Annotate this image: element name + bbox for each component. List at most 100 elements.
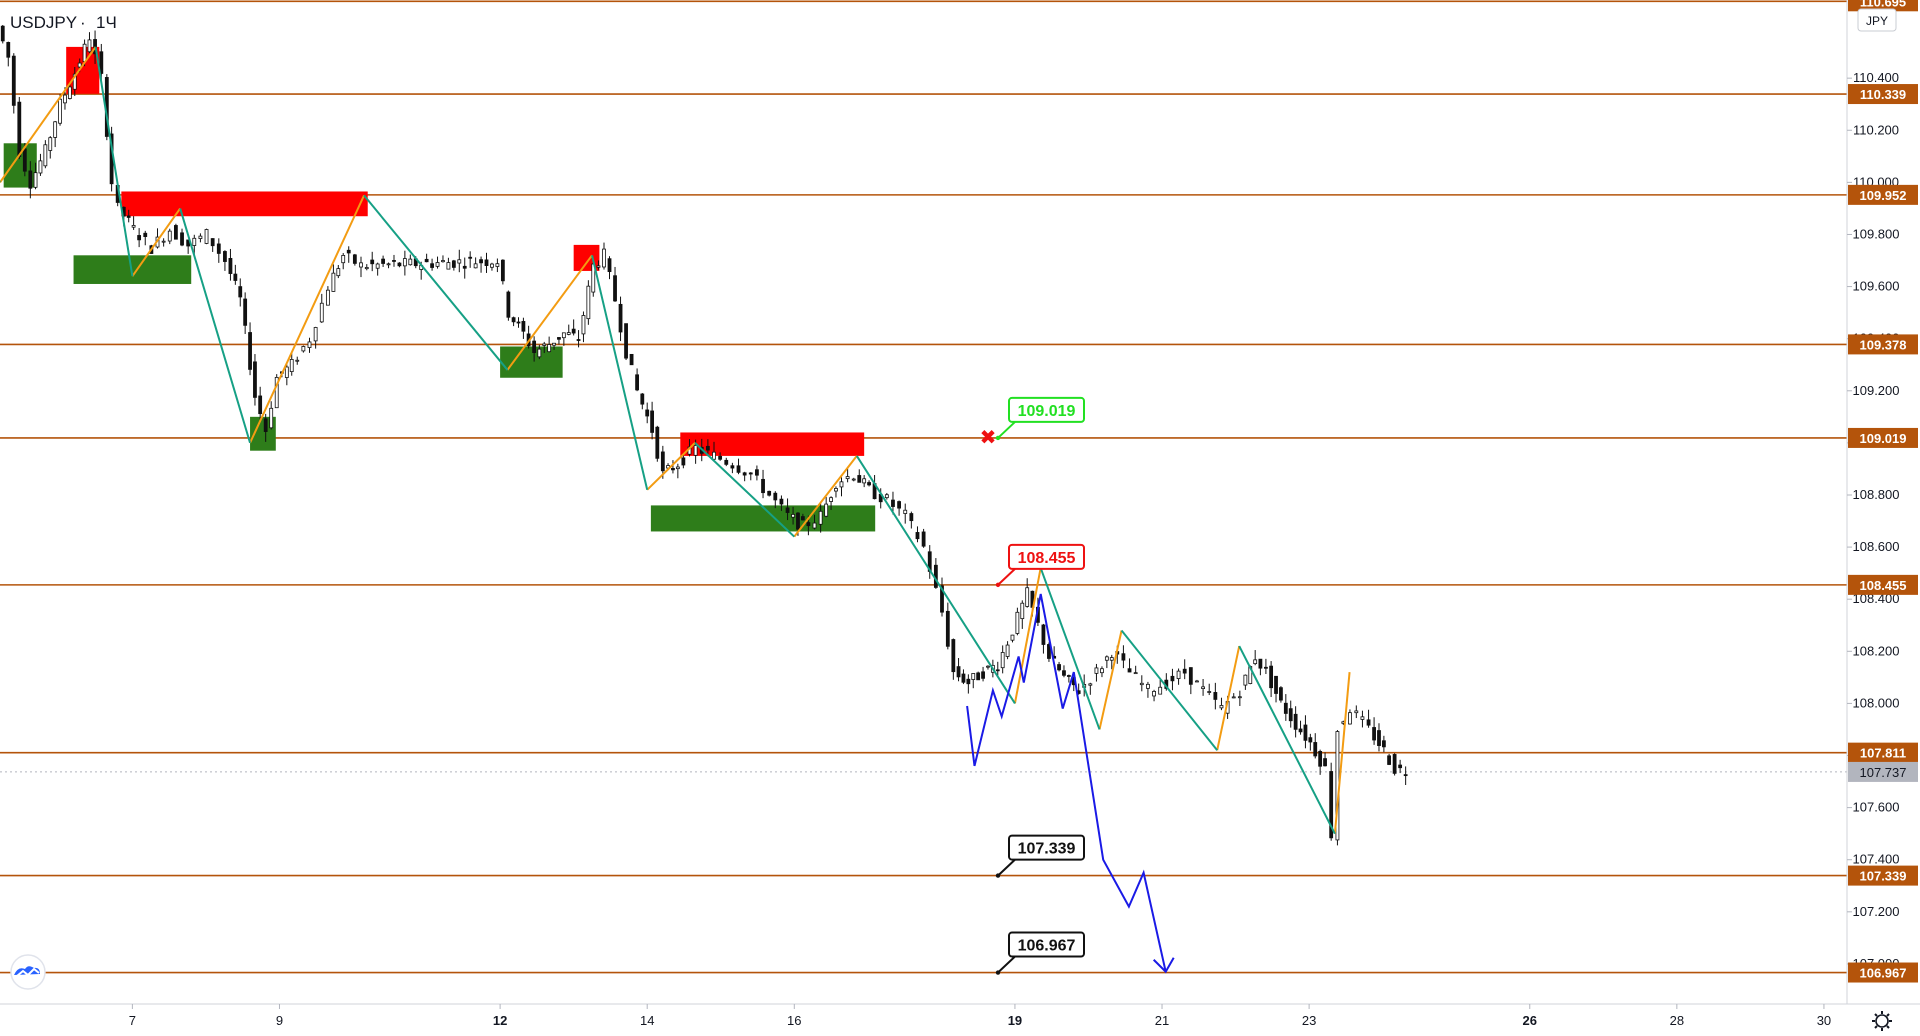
y-tick-label: 108.200 — [1853, 643, 1900, 658]
candle-body — [446, 262, 451, 270]
candle-body — [1372, 727, 1376, 741]
supply-zone[interactable] — [121, 191, 368, 217]
candle-body — [1403, 774, 1408, 777]
gear-icon[interactable] — [1872, 1011, 1892, 1031]
candle-body — [1329, 771, 1334, 839]
current-price-tag — [1848, 761, 1918, 782]
candle-body — [1253, 659, 1258, 665]
candle-body — [1005, 644, 1010, 657]
down-leg-line[interactable] — [855, 455, 1016, 704]
candle-body — [192, 237, 197, 246]
candle-body — [693, 445, 698, 456]
price-callout[interactable] — [1008, 931, 1085, 958]
candle-body — [812, 522, 817, 529]
candle-body — [921, 531, 926, 547]
price-callout[interactable] — [1008, 834, 1085, 861]
up-leg-line[interactable] — [793, 455, 858, 538]
candle-body — [675, 466, 680, 470]
level-price-tag — [1848, 427, 1918, 448]
candle-body — [381, 258, 386, 264]
candle-body — [1066, 675, 1071, 677]
candle-body — [1207, 691, 1212, 693]
down-leg-line[interactable] — [591, 255, 649, 491]
candle-body — [800, 516, 805, 521]
projection-path[interactable] — [966, 593, 1167, 972]
timeframe-label[interactable]: 1Ч — [96, 13, 117, 32]
demand-zone[interactable] — [650, 505, 876, 532]
candle-body — [233, 273, 238, 281]
callout-pointer — [997, 421, 1016, 439]
candle-body — [1303, 724, 1308, 741]
up-leg-line[interactable] — [1333, 672, 1351, 834]
candle-body — [1279, 687, 1283, 701]
candle-body — [976, 672, 981, 681]
candle-body — [891, 499, 895, 507]
candle-body — [986, 665, 990, 668]
up-leg-line[interactable] — [506, 254, 593, 371]
level-price-tag — [1848, 962, 1918, 983]
candle-body — [971, 673, 976, 680]
candle-body — [839, 481, 844, 488]
candle-body — [773, 492, 778, 501]
candle-body — [484, 259, 489, 266]
candle-body — [1264, 666, 1268, 669]
up-leg-line[interactable] — [0, 46, 97, 183]
candle-body — [490, 263, 494, 268]
candle-body — [1377, 730, 1381, 746]
candle-body — [228, 258, 233, 274]
candle-body — [779, 498, 784, 505]
candle-body — [274, 376, 279, 409]
demand-zone[interactable] — [500, 346, 563, 378]
candle-body — [571, 328, 576, 334]
candle-body — [457, 259, 462, 264]
down-leg-line[interactable] — [94, 46, 134, 277]
symbol-title[interactable]: USDJPY — [10, 13, 77, 32]
currency-badge[interactable] — [1857, 8, 1897, 32]
candle-body — [126, 215, 131, 218]
down-leg-line[interactable] — [179, 208, 252, 444]
candle-body — [248, 332, 252, 370]
level-price-tag — [1848, 742, 1918, 763]
candle-body — [586, 285, 591, 320]
up-leg-line[interactable] — [1216, 645, 1241, 751]
candle-body — [1274, 675, 1278, 694]
up-leg-line[interactable] — [646, 442, 696, 491]
cross-marker-icon[interactable]: ✖ — [980, 425, 997, 449]
candle-body — [818, 510, 823, 525]
up-leg-line[interactable] — [249, 194, 365, 444]
candle-body — [1152, 690, 1156, 697]
candle-body — [1237, 696, 1242, 699]
candle-body — [1313, 742, 1318, 757]
level-price-label: 108.455 — [1860, 578, 1907, 593]
candle-body — [1057, 664, 1061, 671]
callout-anchor-dot — [995, 435, 1001, 441]
candle-body — [915, 532, 920, 540]
level-price-tag — [1848, 865, 1918, 886]
callout-pointer — [997, 955, 1016, 974]
up-leg-line[interactable] — [1013, 567, 1042, 704]
candle-body — [1047, 644, 1051, 659]
candle-body — [1062, 670, 1066, 676]
candle-body — [596, 265, 601, 268]
demand-zone[interactable] — [73, 255, 192, 284]
down-leg-line[interactable] — [1120, 629, 1218, 751]
down-leg-line[interactable] — [363, 194, 509, 371]
candle-body — [1243, 674, 1248, 686]
candle-body — [223, 251, 227, 262]
candle-body — [341, 255, 346, 264]
tradingview-logo[interactable] — [10, 954, 46, 990]
up-leg-line[interactable] — [1098, 630, 1123, 730]
price-callout[interactable] — [1008, 396, 1085, 423]
down-leg-line[interactable] — [694, 442, 795, 538]
candle-body — [607, 258, 612, 273]
price-callout[interactable] — [1008, 543, 1085, 570]
down-leg-line[interactable] — [1039, 567, 1101, 730]
candle-body — [1219, 705, 1224, 709]
down-leg-line[interactable] — [1238, 645, 1336, 835]
up-leg-line[interactable] — [131, 207, 182, 277]
supply-zone[interactable] — [680, 432, 865, 456]
candle-body — [143, 232, 148, 238]
candle-body — [307, 341, 312, 348]
candle-body — [216, 243, 221, 254]
